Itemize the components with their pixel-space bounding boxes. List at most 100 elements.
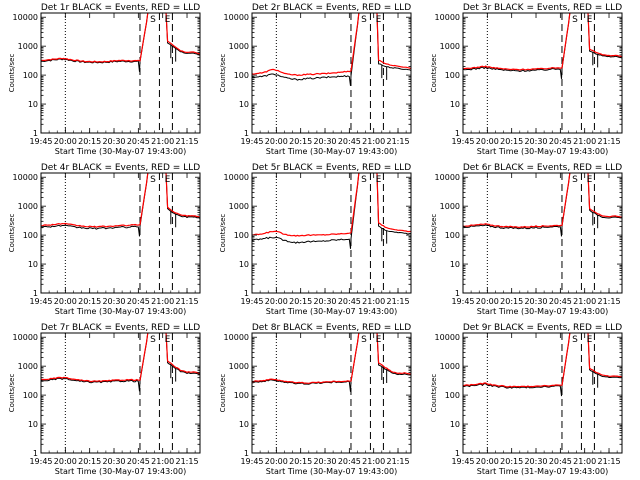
y-tick-label: 10 [450,100,460,109]
x-tick-label: 21:15 [597,137,620,146]
series-events-line [252,13,411,86]
x-tick-label: 20:15 [289,457,312,466]
marker-e: E [165,175,171,185]
x-tick-label: 20:00 [476,457,499,466]
y-axis-label: Counts/sec [430,374,438,413]
x-tick-label: 21:00 [573,457,596,466]
series-lld-line [41,173,200,228]
x-axis-label: Start Time (30-May-07 19:43:00) [55,147,186,156]
x-axis-label: Start Time (30-May-07 19:43:00) [266,147,397,156]
y-tick-label: 100 [445,71,460,80]
x-tick-label: 20:00 [265,297,288,306]
x-tick-label: 21:15 [597,457,620,466]
series-events-line [463,13,622,79]
y-tick-label: 100 [23,391,38,400]
x-tick-label: 20:45 [127,297,150,306]
y-tick-label: 1 [33,289,38,298]
y-tick-label: 100 [234,391,249,400]
x-tick-label: 20:30 [102,457,125,466]
x-tick-label: 21:15 [386,297,409,306]
series-lld-line [463,173,622,229]
x-tick-label: 20:15 [78,137,101,146]
marker-e: E [587,175,593,185]
x-tick-label: 20:15 [500,137,523,146]
x-tick-label: 20:15 [500,457,523,466]
x-tick-label: 20:15 [289,297,312,306]
marker-e: E [376,335,382,345]
plot-frame [251,12,412,134]
y-tick-label: 10 [28,260,38,269]
series-lld-line [252,173,411,237]
x-tick-label: 20:15 [289,137,312,146]
x-tick-label: 19:45 [29,457,52,466]
x-axis-label: Start Time (30-May-07 19:43:00) [477,307,608,316]
marker-e: E [587,15,593,25]
panel-4: Det 4r BLACK = Events, RED = LLD S E 1 10 100… [8,163,201,316]
x-tick-label: 21:15 [386,137,409,146]
marker-s: S [150,15,156,25]
series-lld-line [252,333,411,384]
plot-frame [251,172,412,294]
x-tick-label: 20:00 [265,137,288,146]
y-tick-label: 10 [239,260,249,269]
x-tick-label: 20:15 [500,297,523,306]
x-tick-label: 20:00 [476,137,499,146]
series-lld-line [41,13,200,63]
x-tick-label: 21:00 [362,137,385,146]
plot-frame [40,12,201,134]
x-tick-label: 21:15 [386,457,409,466]
x-tick-label: 20:30 [313,457,336,466]
y-tick-label: 1000 [440,42,460,51]
y-tick-label: 10000 [224,13,249,22]
x-tick-label: 20:15 [78,297,101,306]
plot-frame [40,172,201,294]
x-tick-label: 20:45 [127,457,150,466]
x-tick-label: 21:15 [175,297,198,306]
marker-s: S [361,175,367,185]
x-tick-label: 19:45 [240,297,263,306]
y-axis-label: Counts/sec [219,54,227,93]
panel-6: Det 6r BLACK = Events, RED = LLD S E 1 10 100… [430,163,623,316]
y-tick-label: 1 [455,449,460,458]
series-events-line [41,333,200,392]
y-tick-label: 1000 [229,42,249,51]
x-tick-label: 20:45 [338,297,361,306]
marker-s: S [361,335,367,345]
marker-e: E [376,175,382,185]
y-tick-label: 10 [239,420,249,429]
x-tick-label: 20:45 [549,137,572,146]
y-tick-label: 100 [23,71,38,80]
panel-title: Det 7r BLACK = Events, RED = LLD [41,323,200,333]
y-tick-label: 10 [450,420,460,429]
x-tick-label: 21:00 [362,457,385,466]
y-tick-label: 1000 [18,362,38,371]
x-tick-label: 20:00 [476,297,499,306]
x-tick-label: 20:45 [338,137,361,146]
marker-s: S [572,15,578,25]
x-tick-label: 21:15 [597,297,620,306]
series-events-line [41,173,200,237]
y-tick-label: 10000 [224,333,249,342]
y-tick-label: 1 [244,129,249,138]
x-axis-label: Start Time (30-May-07 19:43:00) [477,147,608,156]
y-tick-label: 1 [455,289,460,298]
panel-3: Det 3r BLACK = Events, RED = LLD S E 1 10 100… [430,3,623,156]
x-tick-label: 20:30 [102,297,125,306]
series-lld-line [252,13,411,77]
y-tick-label: 10000 [13,333,38,342]
x-tick-label: 21:15 [175,457,198,466]
panel-title: Det 6r BLACK = Events, RED = LLD [463,163,622,173]
x-tick-label: 19:45 [29,137,52,146]
panel-5: Det 5r BLACK = Events, RED = LLD S E 1 10 100… [219,163,412,316]
panel-7: Det 7r BLACK = Events, RED = LLD S E 1 10 100… [8,323,201,476]
x-axis-label: Start Time (31-May-07 19:43:00) [477,467,608,476]
marker-e: E [165,335,171,345]
x-tick-label: 21:00 [362,297,385,306]
y-tick-label: 1000 [440,202,460,211]
panel-title: Det 2r BLACK = Events, RED = LLD [252,3,411,13]
x-tick-label: 19:45 [451,137,474,146]
marker-s: S [150,335,156,345]
panel-2: Det 2r BLACK = Events, RED = LLD S E 1 10 100… [219,3,412,156]
y-axis-label: Counts/sec [8,214,16,253]
